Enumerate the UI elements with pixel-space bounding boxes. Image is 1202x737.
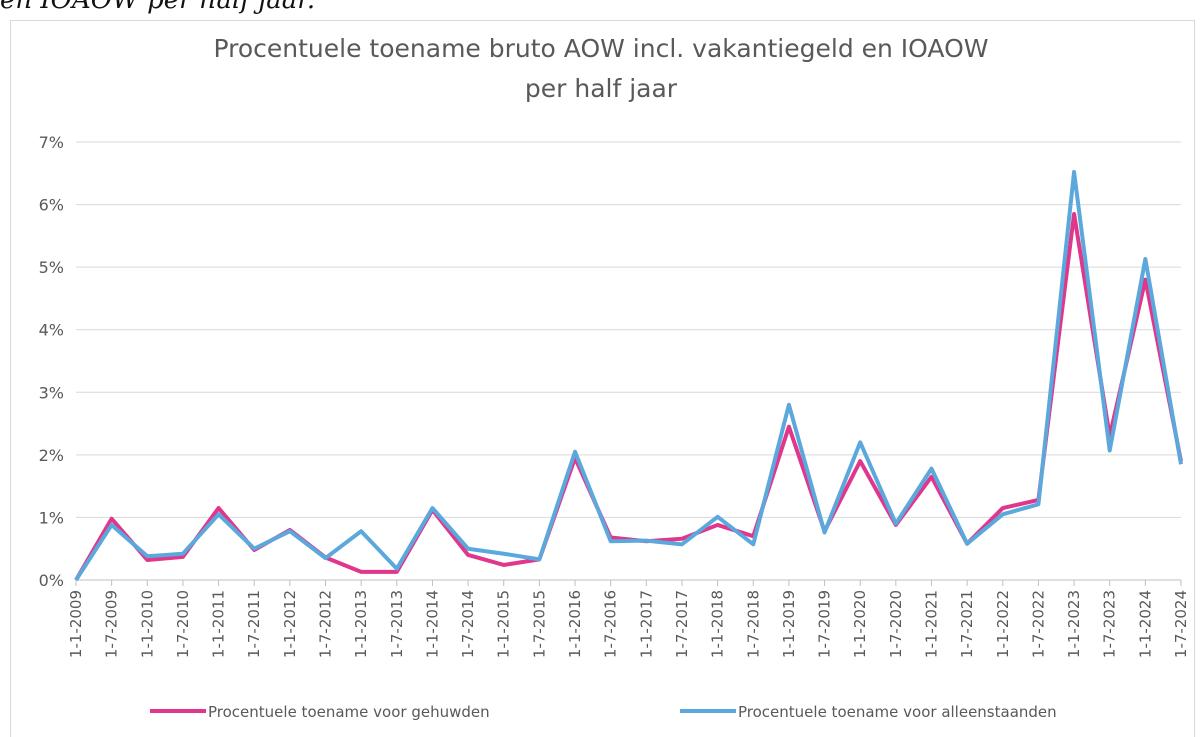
y-tick-label: 4% — [39, 321, 64, 340]
x-tick-label: 1-1-2021 — [922, 590, 940, 658]
x-tick-label: 1-7-2009 — [103, 590, 121, 658]
legend-label: Procentuele toename voor alleenstaanden — [738, 703, 1057, 721]
x-tick-label: 1-7-2019 — [816, 590, 834, 658]
x-tick-label: 1-7-2024 — [1172, 590, 1190, 658]
x-tick-label: 1-7-2017 — [673, 590, 691, 658]
caption: en IOAOW per half jaar. — [0, 0, 315, 15]
chart-title: Procentuele toename bruto AOW incl. vaka… — [214, 34, 989, 63]
x-tick-label: 1-1-2011 — [210, 590, 228, 658]
y-tick-label: 5% — [39, 258, 64, 277]
x-tick-label: 1-1-2022 — [994, 590, 1012, 658]
y-tick-label: 7% — [39, 133, 64, 152]
x-tick-label: 1-7-2016 — [602, 590, 620, 658]
x-tick-label: 1-1-2010 — [138, 590, 156, 658]
x-tick-label: 1-1-2024 — [1136, 590, 1154, 658]
x-tick-label: 1-7-2010 — [174, 590, 192, 658]
x-tick-label: 1-7-2013 — [388, 590, 406, 658]
x-tick-label: 1-7-2020 — [887, 590, 905, 658]
x-tick-label: 1-1-2023 — [1065, 590, 1083, 658]
series-line — [74, 170, 1183, 582]
x-tick-label: 1-1-2020 — [851, 590, 869, 658]
y-tick-label: 2% — [39, 446, 64, 465]
y-tick-label: 0% — [39, 571, 64, 590]
x-tick-label: 1-1-2015 — [495, 590, 513, 658]
x-tick-label: 1-1-2013 — [352, 590, 370, 658]
x-tick-label: 1-7-2023 — [1101, 590, 1119, 658]
x-tick-label: 1-7-2021 — [958, 590, 976, 658]
x-tick-label: 1-1-2016 — [566, 590, 584, 658]
chart-title: per half jaar — [525, 74, 678, 103]
x-tick-label: 1-7-2022 — [1029, 590, 1047, 658]
legend-label: Procentuele toename voor gehuwden — [208, 703, 490, 721]
x-tick-label: 1-7-2012 — [317, 590, 335, 658]
x-tick-label: 1-7-2018 — [744, 590, 762, 658]
x-tick-label: 1-7-2011 — [245, 590, 263, 658]
x-tick-label: 1-1-2009 — [67, 590, 85, 658]
y-tick-label: 6% — [39, 196, 64, 215]
y-tick-label: 3% — [39, 383, 64, 402]
x-tick-label: 1-1-2017 — [637, 590, 655, 658]
x-tick-label: 1-1-2012 — [281, 590, 299, 658]
x-tick-label: 1-1-2018 — [709, 590, 727, 658]
x-tick-label: 1-7-2014 — [459, 590, 477, 658]
chart-frame — [10, 20, 1195, 737]
x-tick-label: 1-1-2019 — [780, 590, 798, 658]
x-tick-label: 1-7-2015 — [530, 590, 548, 658]
y-tick-label: 1% — [39, 508, 64, 527]
x-tick-label: 1-1-2014 — [423, 590, 441, 658]
